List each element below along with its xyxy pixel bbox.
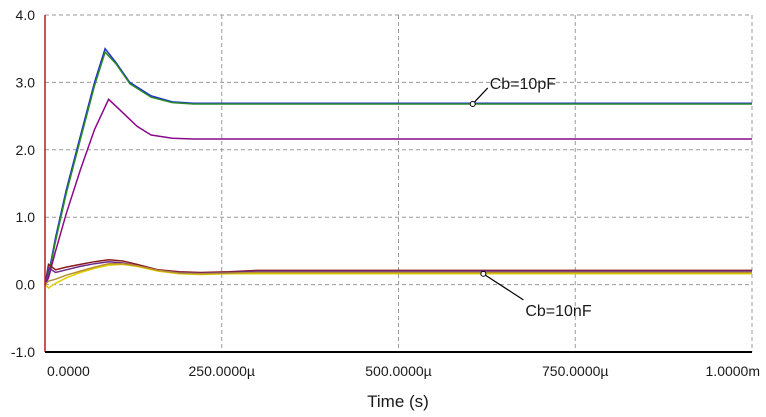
annotations: Cb=10pF Cb=10nF [469,76,592,320]
annotation-marker-0 [469,100,476,107]
y-tick-label-2: 1.0 [16,209,36,225]
series-line-2 [44,98,752,285]
x-axis-tick-labels: 0.0000 250.0000µ 500.0000µ 750.0000µ 1.0000m [47,363,760,379]
x-tick-label-2: 500.0000µ [365,363,431,379]
grid-lines [45,14,753,352]
x-axis-label: Time (s) [367,392,429,411]
series-lines [44,47,752,289]
y-tick-label-0: -1.0 [11,344,35,360]
annotation-label-0: Cb=10pF [490,76,556,93]
series-line-6 [44,262,752,286]
annotation-leader-1 [483,273,524,301]
x-tick-label-0: 0.0000 [47,363,90,379]
y-tick-label-5: 4.0 [16,7,36,23]
x-tick-label-1: 250.0000µ [189,363,255,379]
y-tick-label-3: 2.0 [16,142,36,158]
annotation-marker-1 [480,270,487,277]
annotation-label-1: Cb=10nF [525,303,591,320]
axes [44,15,752,353]
y-tick-label-1: 0.0 [16,277,36,293]
series-line-1 [44,50,752,285]
x-tick-label-4: 1.0000m [706,363,760,379]
annotation-leader-0 [472,87,489,105]
y-tick-label-4: 3.0 [16,74,36,90]
x-tick-label-3: 750.0000µ [542,363,608,379]
y-axis-tick-labels: -1.0 0.0 1.0 2.0 3.0 4.0 [11,7,35,360]
